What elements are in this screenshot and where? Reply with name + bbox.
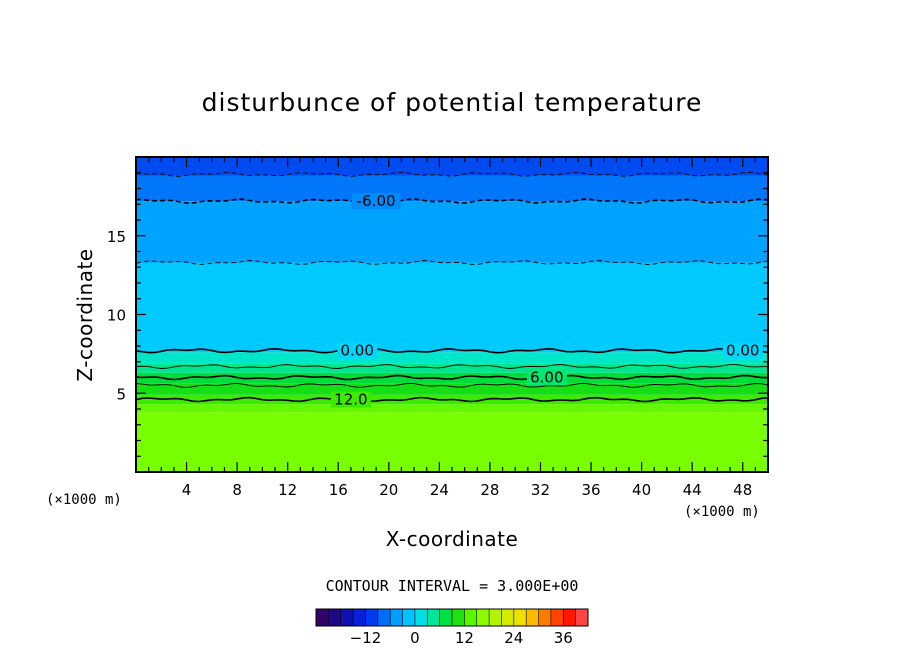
colorbar-swatch — [340, 609, 354, 626]
contour-fill-band — [136, 175, 768, 202]
contour-interval-label: CONTOUR INTERVAL = 3.000E+00 — [326, 577, 579, 595]
contour-label: 0.00 — [726, 342, 759, 360]
contour-line — [135, 396, 769, 403]
contour-line — [135, 260, 769, 266]
colorbar-swatch — [563, 609, 576, 626]
colorbar-swatch — [489, 609, 502, 626]
contour-lines — [135, 171, 769, 403]
colorbar-swatch — [550, 609, 564, 626]
contour-line — [135, 374, 768, 381]
x-tick-label: 48 — [733, 481, 752, 499]
contour-line — [135, 347, 769, 354]
contour-line — [136, 198, 769, 204]
y-axis-label: Z-coordinate — [73, 248, 97, 381]
x-tick-label: 8 — [232, 481, 242, 499]
colorbar-tick-label: 12 — [455, 629, 474, 647]
x-tick-label: 24 — [430, 481, 449, 499]
colorbar-swatch — [365, 609, 379, 626]
y-tick-label: 10 — [107, 307, 126, 325]
colorbar-swatch — [316, 609, 329, 626]
colorbar-tick-label: −12 — [350, 629, 382, 647]
colorbar-frame — [315, 608, 589, 627]
colorbar-swatch — [464, 609, 478, 626]
x-tick-label: 28 — [480, 481, 499, 499]
contour-fill-band — [136, 363, 768, 373]
colorbar-swatch — [427, 609, 440, 626]
y-unit-label: (×1000 m) — [46, 492, 122, 508]
contour-fill-band — [136, 262, 768, 353]
contour-fill-band — [136, 352, 768, 364]
contour-label-bg — [526, 369, 567, 386]
contour-fill-band — [136, 412, 768, 472]
colorbar-tick-label: 36 — [554, 629, 573, 647]
x-tick-label: 4 — [182, 481, 192, 499]
plot-fill — [136, 157, 768, 472]
colorbar: −12 0 12 24 36 — [315, 608, 589, 647]
colorbar-tick-label: 24 — [504, 629, 523, 647]
x-axis-ticks: 4 8 12 16 20 24 28 32 36 40 44 48 — [148, 157, 756, 499]
colorbar-swatch — [513, 609, 527, 626]
x-tick-label: 36 — [581, 481, 600, 499]
x-axis-label: X-coordinate — [386, 527, 519, 551]
contour-label-bg — [337, 342, 378, 359]
colorbar-swatch — [501, 609, 515, 626]
contour-label: 6.00 — [530, 369, 563, 387]
y-tick-label: 15 — [107, 228, 126, 246]
colorbar-swatch — [414, 609, 428, 626]
colorbar-swatch — [328, 609, 342, 626]
colorbar-swatch — [402, 609, 416, 626]
colorbar-swatch — [538, 609, 552, 626]
contour-label: 12.0 — [334, 391, 367, 409]
colorbar-swatch — [452, 609, 465, 626]
contour-label: -6.00 — [357, 192, 396, 210]
contour-fill-band — [136, 201, 768, 263]
colorbar-swatch — [526, 609, 539, 626]
contour-fill-band — [136, 157, 768, 176]
contour-label-bg — [330, 391, 371, 408]
y-tick-label: 5 — [116, 385, 126, 403]
colorbar-swatch — [353, 609, 366, 626]
chart-title: disturbunce of potential temperature — [202, 88, 703, 117]
colorbar-swatch — [390, 609, 403, 626]
colorbar-swatch — [476, 609, 490, 626]
contour-labels: 12.0 6.00 0.00 0.00 -6.00 — [330, 192, 763, 409]
x-tick-label: 20 — [379, 481, 398, 499]
colorbar-tick-label: 0 — [410, 629, 420, 647]
contour-line — [135, 364, 769, 369]
x-unit-label: (×1000 m) — [684, 504, 760, 520]
contour-fill-band — [136, 383, 768, 395]
contour-label-bg — [351, 193, 401, 210]
x-tick-label: 12 — [278, 481, 297, 499]
x-tick-label: 16 — [329, 481, 348, 499]
contour-line — [135, 382, 769, 388]
colorbar-swatch — [377, 609, 391, 626]
x-tick-label: 40 — [632, 481, 651, 499]
x-tick-label: 44 — [683, 481, 702, 499]
contour-fill-band — [136, 404, 768, 413]
colorbar-swatch — [575, 609, 589, 626]
x-tick-label: 32 — [531, 481, 550, 499]
colorbar-swatch — [439, 609, 453, 626]
contour-label: 0.00 — [340, 342, 373, 360]
contour-label-bg — [722, 342, 763, 359]
contour-line — [135, 171, 769, 177]
y-axis-ticks: 5 10 15 — [107, 172, 768, 457]
